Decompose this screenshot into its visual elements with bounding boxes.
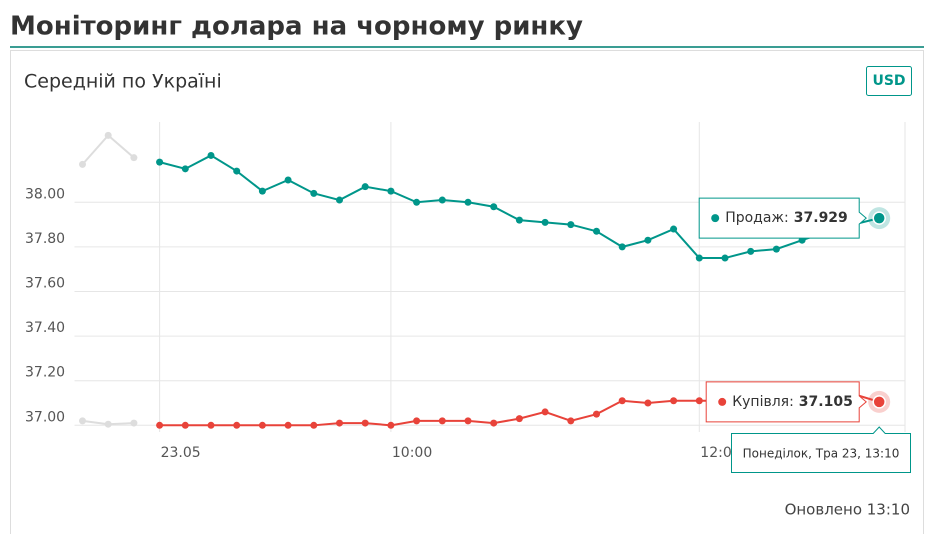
point [695, 254, 703, 262]
point [490, 203, 498, 211]
card-subtitle: Середній по Україні [24, 71, 222, 93]
tooltip-dot [718, 397, 727, 406]
date-tooltip [731, 426, 911, 473]
point [181, 165, 189, 173]
point [336, 419, 343, 427]
point [361, 419, 369, 427]
point [772, 245, 780, 253]
tooltip-value: 37.929 [794, 210, 848, 226]
point [387, 187, 395, 195]
point [490, 419, 498, 427]
point [747, 247, 755, 255]
tooltip-box [705, 381, 867, 423]
series-line [81, 133, 880, 260]
point [515, 216, 523, 224]
point [567, 417, 575, 425]
point [284, 421, 292, 429]
x-tick-label: 12:00 [700, 445, 740, 461]
point [670, 225, 678, 233]
point [104, 420, 112, 428]
point [130, 154, 138, 162]
point [464, 198, 472, 206]
point [721, 254, 729, 262]
point [618, 243, 626, 251]
point [336, 196, 343, 204]
point [438, 196, 446, 204]
point [207, 421, 215, 429]
point [438, 417, 446, 425]
date-tooltip-text: Понеділок, Тра 23, 13:10 [743, 447, 900, 461]
point [156, 421, 164, 429]
point [413, 198, 421, 206]
point [284, 176, 292, 184]
tooltip-text: Купівля: 37.105 [732, 394, 853, 410]
point [872, 211, 886, 225]
point [181, 421, 189, 429]
currency-button-label[interactable]: USD [872, 73, 905, 89]
point [104, 131, 112, 139]
point [79, 417, 86, 425]
point [233, 167, 241, 175]
point [644, 236, 652, 244]
tooltip-value: 37.105 [799, 394, 853, 410]
point [593, 410, 600, 418]
point [413, 417, 421, 425]
point [515, 415, 523, 423]
point [79, 160, 86, 168]
point [464, 417, 472, 425]
updated-note: Оновлено 13:10 [785, 501, 910, 519]
point [310, 421, 318, 429]
point [130, 419, 138, 427]
point [644, 399, 652, 407]
tooltip-series-name: Купівля: [732, 394, 794, 410]
point [156, 158, 164, 166]
point [670, 397, 678, 405]
point [872, 395, 886, 409]
point [207, 151, 215, 159]
page-title: Моніторинг долара на чорному ринку [10, 12, 583, 42]
y-tick-label: 37.00 [25, 409, 65, 425]
x-tick-label: 23.05 [161, 445, 201, 461]
point [541, 218, 549, 226]
tooltip-box [698, 197, 867, 239]
point [387, 421, 395, 429]
point [258, 421, 266, 429]
point [361, 183, 369, 191]
point [258, 187, 266, 195]
point [593, 227, 600, 235]
y-tick-label: 37.80 [25, 231, 65, 247]
point [695, 397, 703, 405]
y-tick-label: 37.60 [25, 275, 65, 291]
point [618, 397, 626, 405]
currency-button[interactable] [866, 66, 912, 96]
y-tick-label: 38.00 [25, 186, 65, 202]
y-tick-label: 37.40 [25, 320, 65, 336]
point [310, 189, 318, 197]
y-tick-label: 37.20 [25, 365, 65, 381]
point [567, 221, 575, 229]
tooltip-dot [711, 214, 720, 223]
point [233, 421, 241, 429]
x-tick-label: 10:00 [392, 445, 432, 461]
tooltip-series-name: Продаж: [725, 210, 789, 226]
point [541, 408, 549, 416]
tooltip-text: Продаж: 37.929 [725, 210, 848, 226]
